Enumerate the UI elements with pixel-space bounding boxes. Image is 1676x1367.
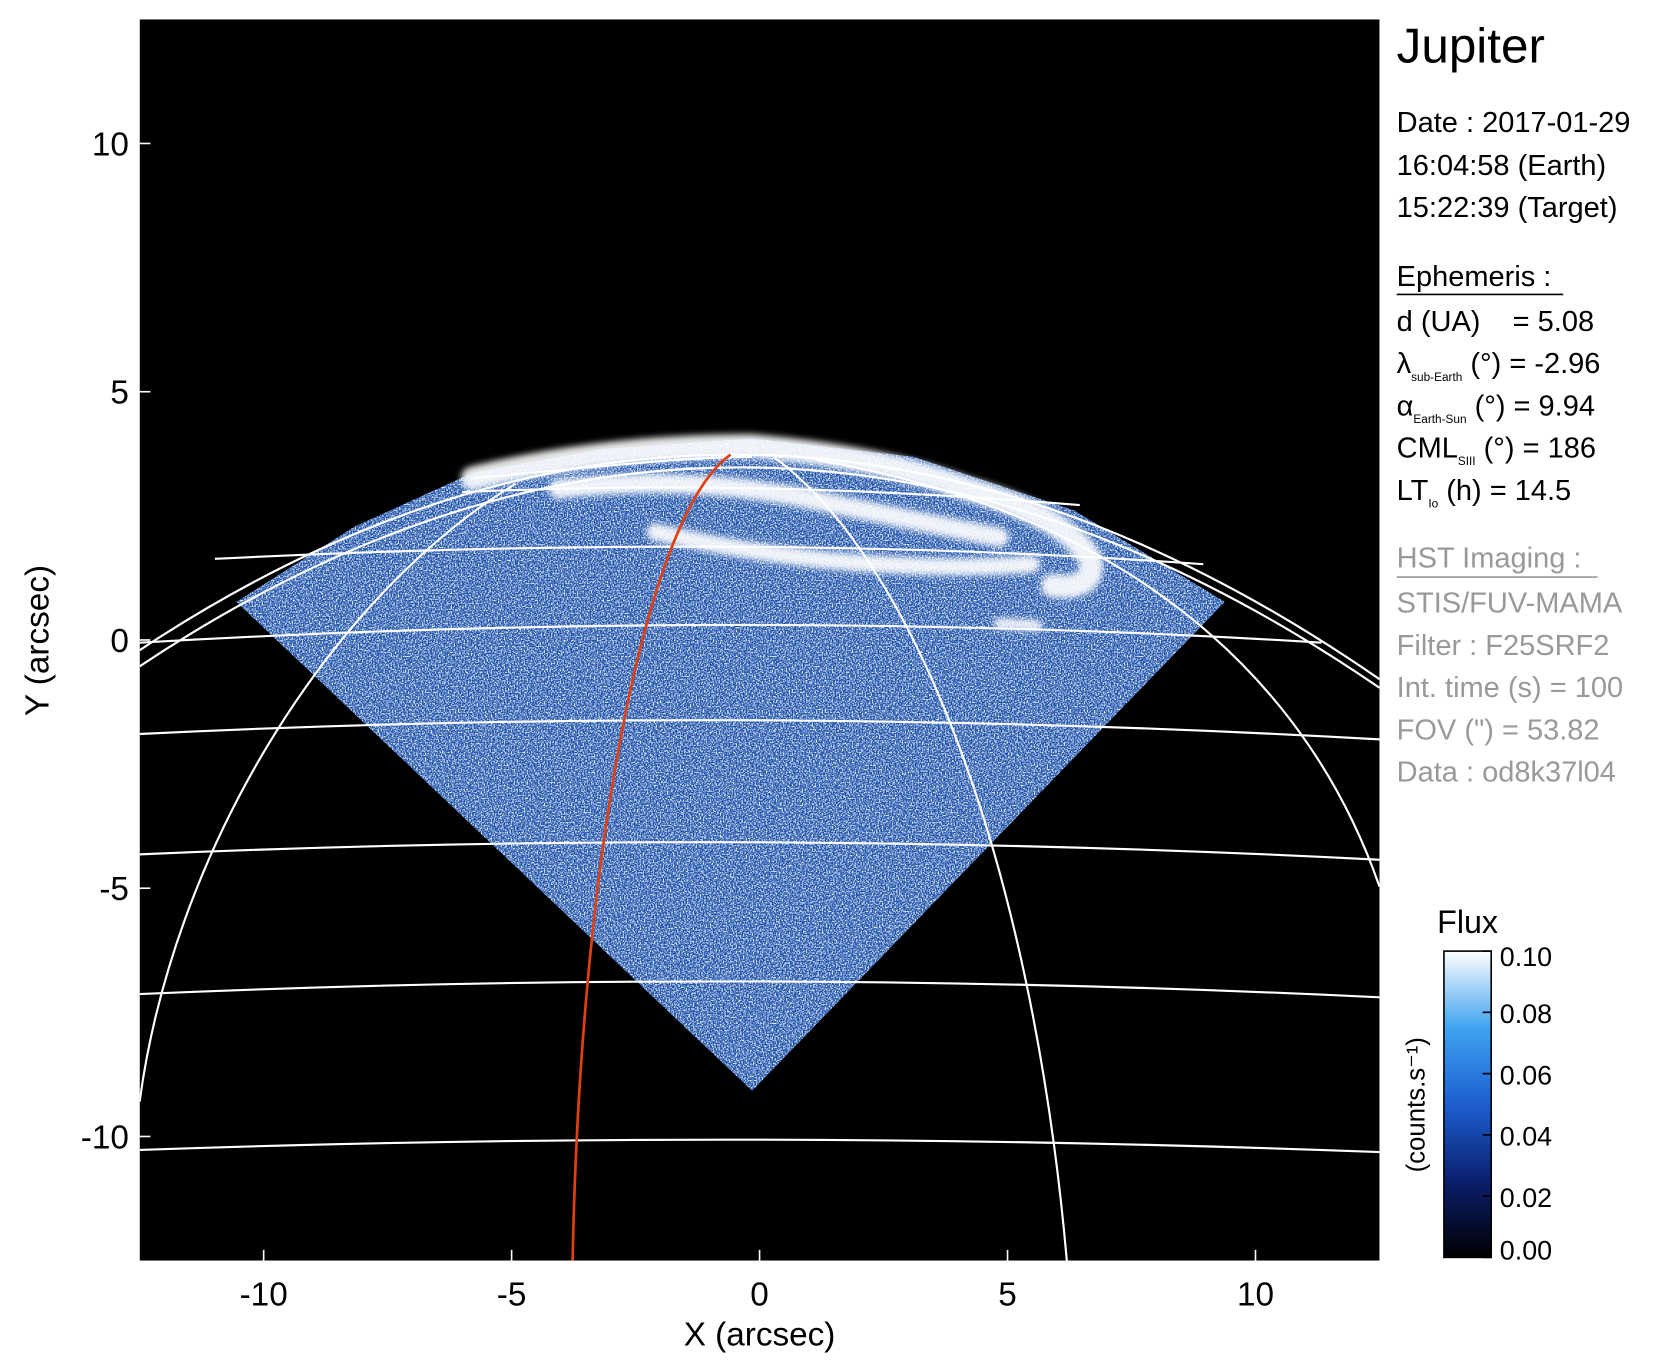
x-axis-label: X (arcsec) — [684, 1317, 836, 1354]
meridian-highlight — [571, 453, 732, 1261]
y-tick-label: -5 — [99, 871, 129, 908]
y-tick-label: 5 — [110, 375, 129, 412]
y-tick-label: -10 — [81, 1119, 129, 1156]
ephemeris-subscript: Earth-Sun — [1413, 412, 1466, 426]
x-tick-label: 5 — [998, 1277, 1017, 1314]
ephemeris-item: d (UA) = 5.08 — [1397, 306, 1594, 338]
ephemeris-symbol: LT — [1397, 475, 1429, 507]
target-time: 15:22:39 (Target) — [1397, 192, 1618, 224]
ephemeris-symbol: λ — [1397, 348, 1412, 380]
colorbar-unit: (counts.s⁻¹) — [1403, 1037, 1431, 1172]
planet-grid — [139, 453, 1380, 1261]
imaging-item: Int. time (s) = 100 — [1397, 672, 1623, 704]
ephemeris-value: (°) = -2.96 — [1462, 348, 1600, 380]
imaging-item: Data : od8k37l04 — [1397, 757, 1616, 789]
earth-time: 16:04:58 (Earth) — [1397, 150, 1607, 182]
ephemeris-title: Ephemeris : — [1397, 261, 1552, 293]
imaging-item: STIS/FUV-MAMA — [1397, 588, 1623, 620]
ephemeris-item: CMLSIII (°) = 186 — [1397, 433, 1596, 469]
colorbar-tick-label: 0.02 — [1500, 1183, 1552, 1213]
y-tick-label: 10 — [92, 126, 129, 163]
y-tick-label: 0 — [110, 623, 129, 660]
date: Date : 2017-01-29 — [1397, 107, 1631, 139]
x-tick-label: -10 — [240, 1277, 288, 1314]
x-tick-label: -5 — [497, 1277, 527, 1314]
ephemeris-subscript: Io — [1428, 496, 1438, 510]
colorbar-label: Flux — [1437, 904, 1498, 940]
colorbar-tick-label: 0.06 — [1500, 1060, 1552, 1090]
x-tick-label: 10 — [1237, 1277, 1274, 1314]
ephemeris-value: (°) = 186 — [1476, 433, 1596, 465]
imaging-title: HST Imaging : — [1397, 542, 1582, 574]
imaging-item: Filter : F25SRF2 — [1397, 630, 1610, 662]
fov-noise-light — [236, 438, 1225, 1091]
imaging-item: FOV (") = 53.82 — [1397, 714, 1600, 746]
colorbar-tick-label: 0.08 — [1500, 999, 1552, 1029]
ephemeris-symbol: d (UA) = 5.08 — [1397, 306, 1594, 338]
ephemeris-value: (°) = 9.94 — [1467, 390, 1595, 422]
ephemeris-subscript: sub-Earth — [1411, 370, 1462, 384]
ephemeris-value: (h) = 14.5 — [1438, 475, 1571, 507]
ephemeris-symbol: α — [1397, 390, 1414, 422]
ephemeris-subscript: SIII — [1458, 454, 1476, 468]
ephemeris-item: LTIo (h) = 14.5 — [1397, 475, 1572, 511]
ephemeris-item: αEarth-Sun (°) = 9.94 — [1397, 390, 1595, 426]
ephemeris-symbol: CML — [1397, 433, 1458, 465]
colorbar — [1443, 950, 1493, 1259]
colorbar-tick-label: 0.04 — [1500, 1122, 1552, 1152]
x-tick-label: 0 — [750, 1277, 769, 1314]
chart-title: Jupiter — [1397, 18, 1545, 73]
image — [139, 19, 1380, 1261]
y-axis-label: Y (arcsec) — [19, 565, 56, 716]
colorbar-tick-label: 0.00 — [1500, 1236, 1552, 1266]
ephemeris-item: λsub-Earth (°) = -2.96 — [1397, 348, 1601, 384]
colorbar-tick-label: 0.10 — [1500, 942, 1552, 972]
